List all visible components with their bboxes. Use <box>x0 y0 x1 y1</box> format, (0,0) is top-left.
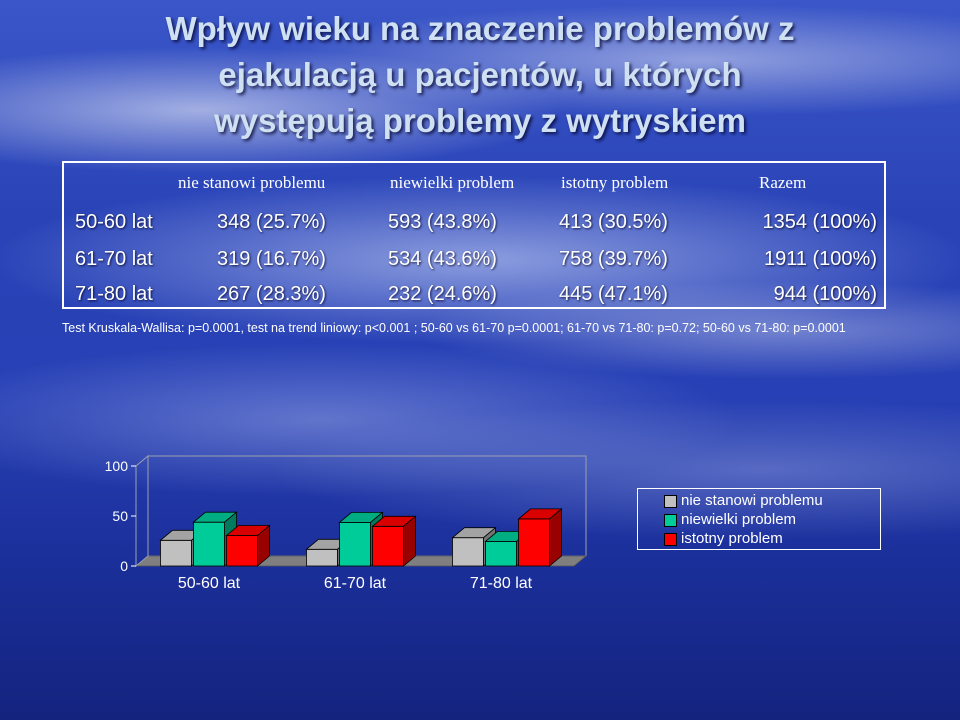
x-axis-category-label: 71-80 lat <box>470 575 533 592</box>
bar-side <box>257 524 270 567</box>
bar-front <box>226 535 258 567</box>
bar-side <box>403 515 416 567</box>
chart-side-wall <box>135 454 149 568</box>
title-line-1: Wpływ wieku na znaczenie problemów z <box>165 10 795 47</box>
y-axis-tick-label: 100 <box>105 458 129 474</box>
bar-front <box>518 518 550 567</box>
table-row: 71-80 lat 267 (28.3%) 232 (24.6%) 445 (4… <box>64 283 884 315</box>
table-cell: 758 (39.7%) <box>559 248 668 270</box>
results-table: nie stanowi problemu niewielki problem i… <box>62 161 886 309</box>
table-cell: 1354 (100%) <box>762 211 877 233</box>
table-cell: 232 (24.6%) <box>388 283 497 305</box>
bar-front <box>452 537 484 567</box>
y-axis-tick-label: 0 <box>120 558 128 574</box>
bar-front <box>339 522 371 567</box>
table-cell: 348 (25.7%) <box>217 211 326 233</box>
table-row: 61-70 lat 319 (16.7%) 534 (43.6%) 758 (3… <box>64 248 884 280</box>
table-cell: 1911 (100%) <box>763 248 877 270</box>
table-cell: 534 (43.6%) <box>388 248 497 270</box>
legend-label: niewielki problem <box>681 511 797 528</box>
column-header-significant-problem: istotny problem <box>561 173 669 192</box>
x-axis-category-label: 61-70 lat <box>324 575 387 592</box>
title-line-2: ejakulacją u pacjentów, u których <box>218 56 742 93</box>
y-axis-tick-label: 50 <box>112 508 128 524</box>
table-cell: 267 (28.3%) <box>217 283 326 305</box>
bar-front <box>372 525 404 567</box>
legend-swatch <box>664 533 677 546</box>
slide-title: Wpływ wieku na znaczenie problemów z eja… <box>0 6 960 144</box>
table-cell: 445 (47.1%) <box>559 283 668 305</box>
bar-side <box>549 508 562 567</box>
bar-front <box>306 548 338 567</box>
table-cell: 593 (43.8%) <box>388 211 497 233</box>
legend-swatch <box>664 495 677 508</box>
bar-front <box>160 539 192 567</box>
table-cell: 944 (100%) <box>773 283 877 305</box>
table-cell: 413 (30.5%) <box>559 211 668 233</box>
legend-label: nie stanowi problemu <box>681 492 823 509</box>
legend-swatch <box>664 514 677 527</box>
bar-front <box>485 541 517 567</box>
chart-legend: nie stanowi problemu niewielki problem i… <box>637 488 881 550</box>
table-row: 50-60 lat 348 (25.7%) 593 (43.8%) 413 (3… <box>64 211 884 243</box>
x-axis-category-label: 50-60 lat <box>178 575 241 592</box>
column-header-total: Razem <box>759 173 807 192</box>
title-line-3: występują problemy z wytryskiem <box>214 102 746 139</box>
row-label: 71-80 lat <box>75 283 153 305</box>
row-label: 61-70 lat <box>75 248 153 270</box>
bar-front <box>193 521 225 567</box>
legend-label: istotny problem <box>681 530 783 547</box>
table-cell: 319 (16.7%) <box>217 248 326 270</box>
column-header-no-problem: nie stanowi problemu <box>178 173 326 192</box>
row-label: 50-60 lat <box>75 211 153 233</box>
column-header-minor-problem: niewielki problem <box>390 173 515 192</box>
statistics-note: Test Kruskala-Wallisa: p=0.0001, test na… <box>62 321 846 335</box>
